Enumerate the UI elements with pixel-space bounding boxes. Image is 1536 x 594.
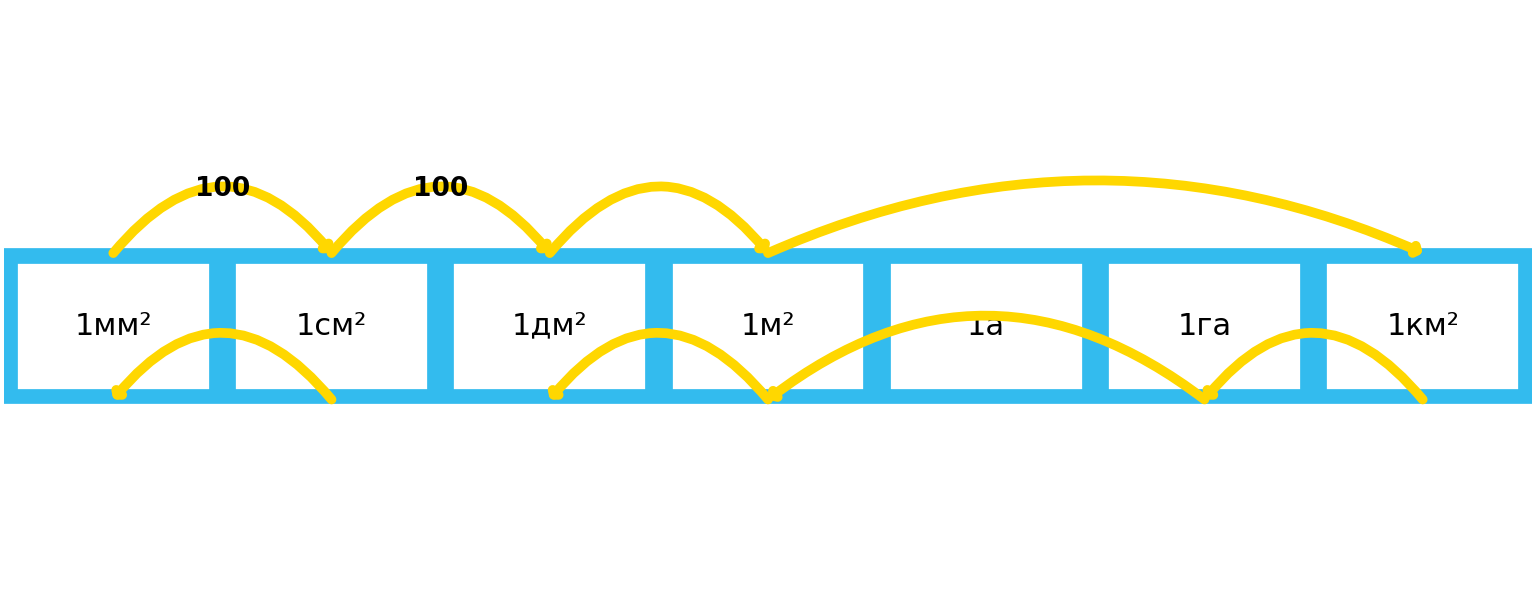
Text: 100: 100 xyxy=(413,176,468,202)
Text: 100: 100 xyxy=(195,176,250,202)
Bar xyxy=(668,259,868,394)
Bar xyxy=(1322,259,1524,394)
Bar xyxy=(230,259,432,394)
Text: 1см²: 1см² xyxy=(296,312,367,341)
Text: 1а: 1а xyxy=(968,312,1005,341)
Bar xyxy=(886,259,1086,394)
Bar xyxy=(1104,259,1306,394)
Text: 1м²: 1м² xyxy=(740,312,796,341)
Text: 1км²: 1км² xyxy=(1387,312,1459,341)
Text: 1мм²: 1мм² xyxy=(75,312,152,341)
Text: 1га: 1га xyxy=(1178,312,1232,341)
Bar xyxy=(450,259,650,394)
Bar xyxy=(5,253,1531,400)
Bar xyxy=(12,259,214,394)
Text: 1дм²: 1дм² xyxy=(511,312,588,341)
